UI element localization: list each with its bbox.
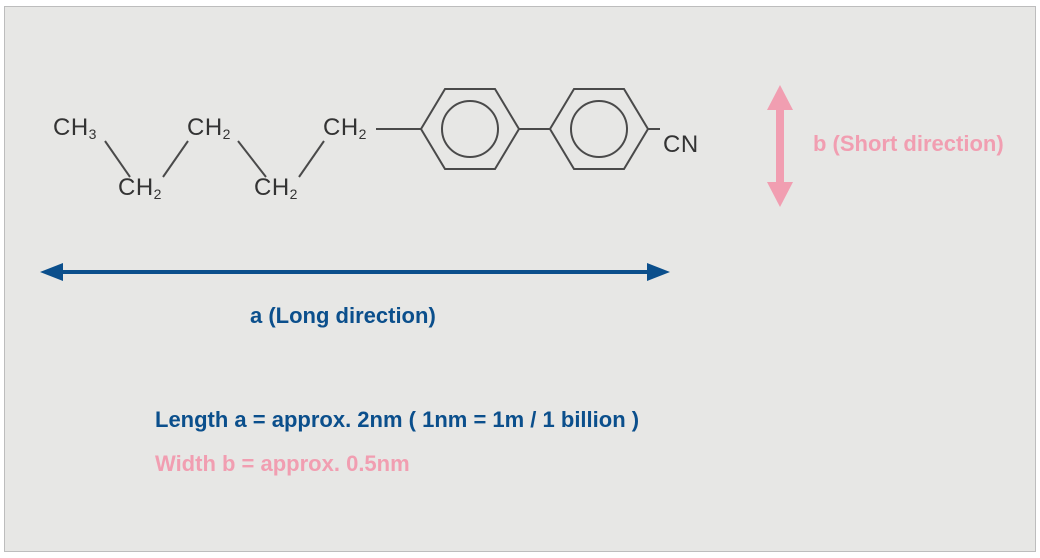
arrow-b-short-direction [767, 85, 793, 207]
arrow-a-long-direction [40, 263, 670, 281]
benzene-ring-1 [421, 89, 519, 169]
diagram-panel: CH3 CH2 CH2 CH2 CH2 CN b (Short directio… [4, 6, 1036, 552]
alkyl-bonds [105, 129, 421, 177]
benzene-ring-2 [550, 89, 648, 169]
diagram-svg [5, 7, 1035, 552]
